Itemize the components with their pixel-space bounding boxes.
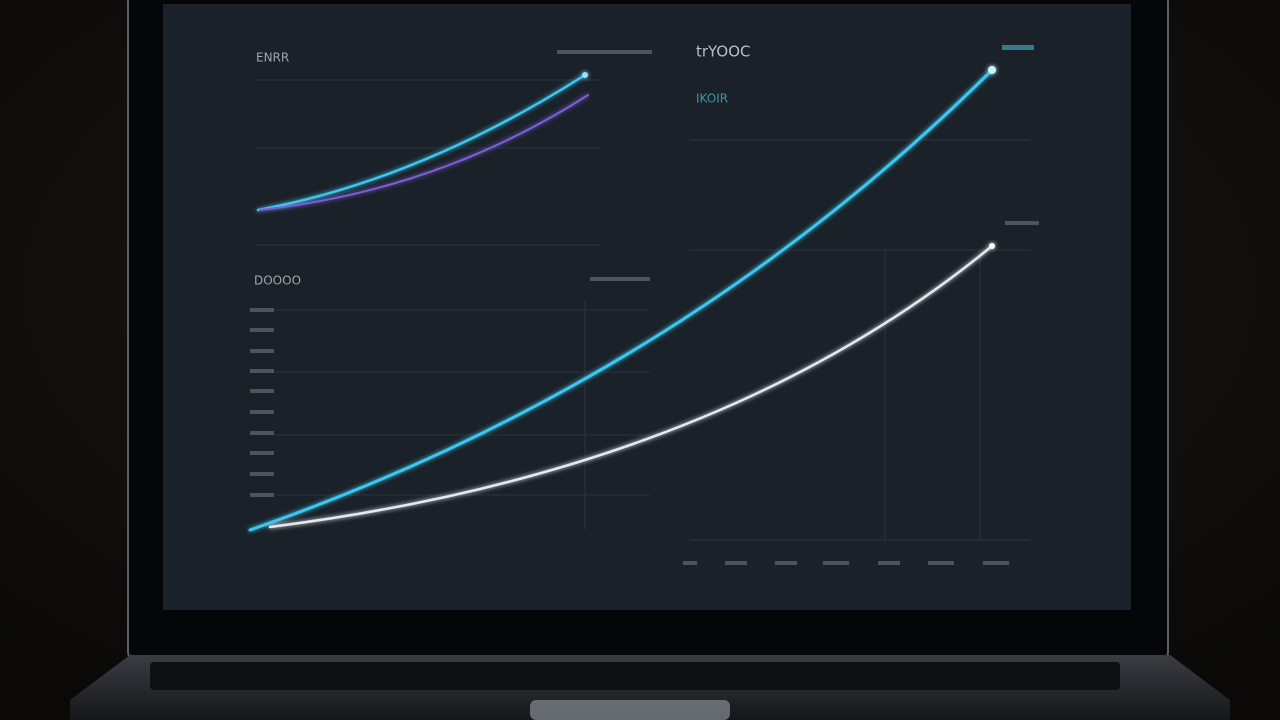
- axis-stubs: [250, 45, 1039, 565]
- stub: [250, 308, 274, 312]
- curve: [248, 68, 994, 532]
- curve: [256, 73, 587, 212]
- endpoint: [582, 72, 588, 78]
- stub: [250, 389, 274, 393]
- stub: [1002, 45, 1034, 50]
- stub: [250, 451, 274, 455]
- panel-subtitle: IKOIR: [696, 92, 728, 106]
- stub: [823, 561, 849, 565]
- stub: [250, 328, 274, 332]
- stub: [928, 561, 954, 565]
- panel-title: DOOOO: [254, 274, 301, 288]
- endpoint: [989, 243, 995, 249]
- curves: [248, 66, 996, 532]
- stub: [250, 369, 274, 373]
- stub: [1005, 221, 1039, 225]
- stub: [683, 561, 697, 565]
- stub: [983, 561, 1009, 565]
- panel-title: ENRR: [256, 51, 289, 65]
- stub: [250, 410, 274, 414]
- curve: [259, 94, 589, 211]
- hinge: [530, 700, 730, 720]
- stub: [250, 472, 274, 476]
- endpoint: [988, 66, 996, 74]
- panel-title: trYOOC: [696, 43, 750, 61]
- stub: [725, 561, 747, 565]
- keyboard: [150, 662, 1120, 690]
- curve: [268, 244, 994, 529]
- grid: [255, 79, 1030, 541]
- stub: [878, 561, 900, 565]
- screen: [163, 4, 1131, 610]
- stub: [590, 277, 650, 281]
- stub: [250, 493, 274, 497]
- stub: [250, 431, 274, 435]
- stub: [557, 50, 652, 54]
- stub: [250, 349, 274, 353]
- stub: [775, 561, 797, 565]
